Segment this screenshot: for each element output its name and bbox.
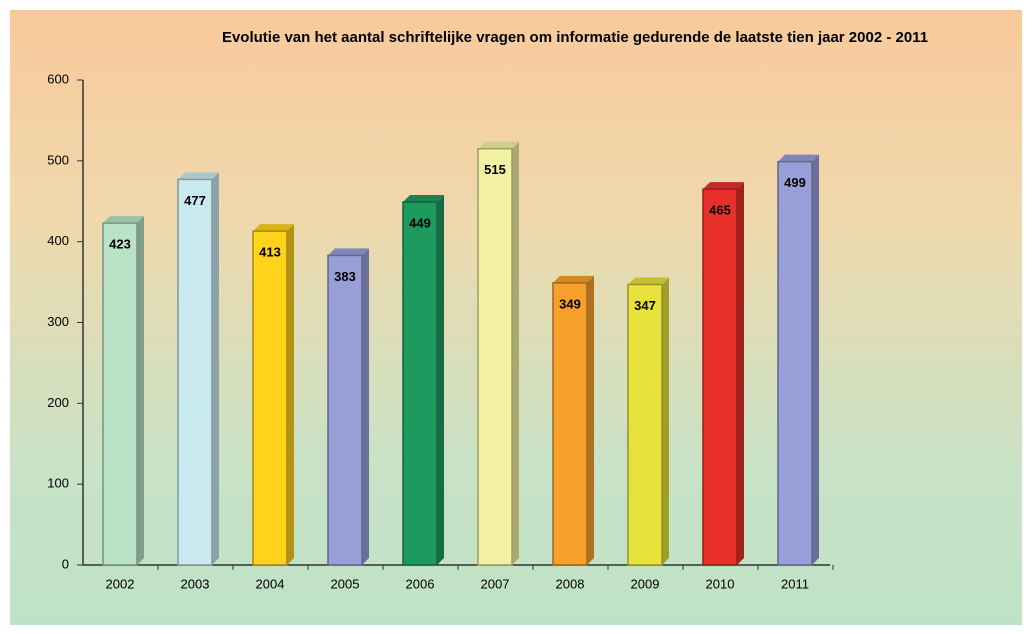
bar [102, 216, 144, 566]
bar-face [102, 222, 138, 566]
bar-face [778, 154, 819, 162]
bar-face [627, 283, 663, 566]
value-label: 477 [184, 193, 206, 208]
value-label: 383 [334, 269, 356, 284]
x-tick-label: 2006 [406, 576, 435, 591]
bar-face [477, 147, 513, 566]
bar-face [777, 160, 813, 566]
bar [702, 182, 744, 566]
bar-face [253, 224, 294, 232]
bar-face [553, 275, 594, 283]
bar-face [437, 195, 444, 565]
value-label: 423 [109, 237, 131, 252]
bar-face [702, 188, 738, 566]
bar [477, 141, 519, 566]
x-tick-label: 2003 [181, 576, 210, 591]
bar-face [328, 248, 369, 256]
bar [777, 154, 819, 566]
bar [177, 172, 219, 566]
bar-face [703, 182, 744, 190]
bar-face [252, 230, 288, 566]
y-tick-label: 100 [47, 476, 69, 491]
y-tick-label: 400 [47, 233, 69, 248]
bar-face [327, 254, 363, 566]
x-tick-label: 2010 [706, 576, 735, 591]
bar-face [178, 172, 219, 180]
bar-face [212, 172, 219, 566]
bar-face [403, 195, 444, 203]
value-label: 499 [784, 175, 806, 190]
value-label: 413 [259, 245, 281, 260]
y-tick-label: 300 [47, 314, 69, 329]
y-tick-label: 0 [62, 556, 69, 571]
bar [627, 277, 669, 566]
value-label: 465 [709, 203, 731, 218]
bar-face [512, 141, 519, 566]
bar-face [478, 141, 519, 149]
value-label: 515 [484, 162, 506, 177]
bar [252, 224, 294, 566]
x-tick-label: 2008 [556, 576, 585, 591]
value-label: 349 [559, 296, 581, 311]
bar-face [737, 182, 744, 565]
x-tick-label: 2011 [781, 576, 809, 591]
bar-face [137, 216, 144, 565]
y-tick-label: 200 [47, 395, 69, 410]
bar-face [587, 275, 594, 565]
bar-face [812, 154, 819, 565]
x-tick-label: 2002 [106, 576, 135, 591]
bar-face [287, 224, 294, 566]
value-label: 449 [409, 215, 431, 230]
bar [552, 275, 594, 566]
bar-face [177, 178, 213, 566]
x-tick-label: 2007 [481, 576, 510, 591]
bar [327, 248, 369, 566]
bar-face [402, 201, 438, 566]
bar-face [103, 216, 144, 224]
value-label: 347 [634, 298, 656, 313]
chart-title: Evolutie van het aantal schriftelijke vr… [221, 29, 929, 46]
bar-face [552, 282, 588, 566]
bar-face [362, 248, 369, 566]
y-tick-label: 500 [47, 152, 69, 167]
x-tick-label: 2005 [331, 576, 360, 591]
x-tick-label: 2009 [631, 576, 660, 591]
x-tick-label: 2004 [256, 576, 285, 591]
bar [402, 195, 444, 566]
y-tick-label: 600 [47, 71, 69, 86]
bar-face [628, 277, 669, 285]
bar-face [662, 277, 669, 565]
